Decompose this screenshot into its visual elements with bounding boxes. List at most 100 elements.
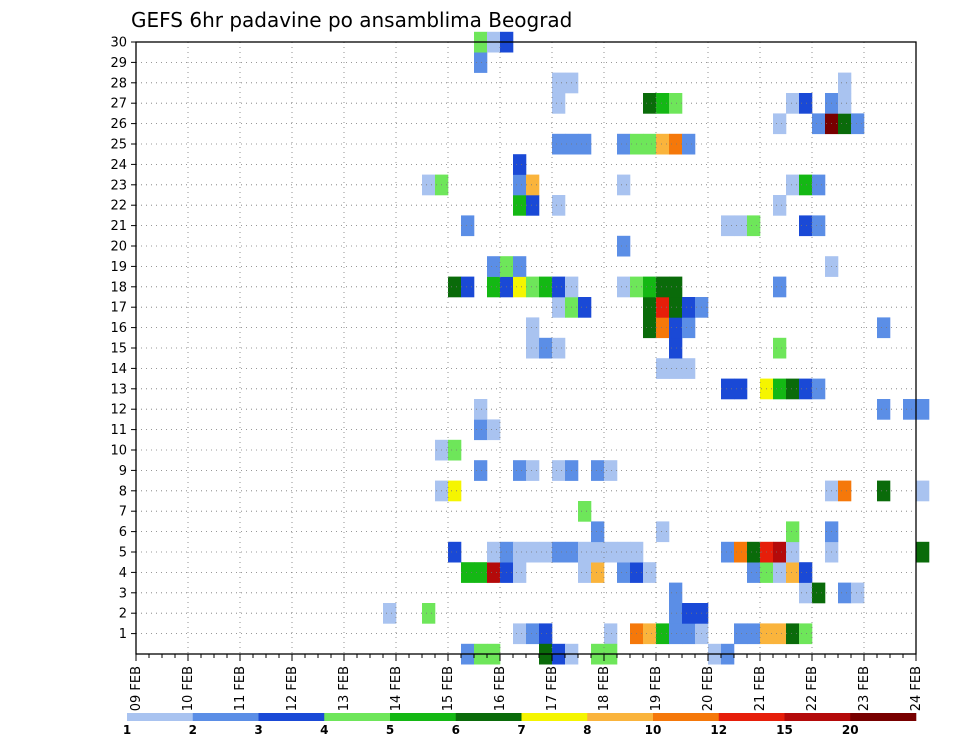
y-tick-label: 30	[110, 36, 127, 51]
heatmap-cell	[786, 93, 800, 114]
heatmap-cell	[513, 460, 527, 481]
colorbar-label: 10	[645, 723, 662, 737]
heatmap-cell	[552, 541, 566, 563]
heatmap-cell	[513, 256, 527, 277]
y-tick-label: 13	[110, 382, 127, 397]
heatmap-cell	[591, 521, 605, 543]
x-tick-label: 14 FEB	[389, 666, 404, 711]
y-tick-label: 11	[110, 423, 127, 438]
heatmap-cell	[591, 541, 605, 563]
y-tick-label: 6	[119, 525, 127, 540]
heatmap-cell	[669, 603, 683, 624]
heatmap-cell	[552, 72, 566, 94]
heatmap-cell	[643, 276, 657, 298]
heatmap-cell	[578, 133, 592, 155]
x-tick-label: 12 FEB	[285, 666, 300, 711]
y-tick-label: 20	[110, 240, 127, 255]
heatmap-cell	[578, 501, 592, 522]
x-tick-label: 13 FEB	[337, 666, 352, 711]
heatmap-cell	[682, 623, 696, 645]
heatmap-cell	[487, 256, 501, 277]
heatmap-cell	[643, 133, 657, 155]
heatmap-cell	[734, 215, 748, 237]
heatmap-cell	[799, 623, 813, 645]
colorbar-label: 5	[386, 723, 394, 737]
heatmap-cell	[448, 541, 462, 563]
heatmap-cell	[656, 133, 670, 155]
heatmap-cell	[552, 460, 566, 481]
y-tick-label: 4	[119, 566, 127, 581]
heatmap-cell	[643, 317, 657, 339]
heatmap-cell	[786, 562, 800, 583]
x-axis: 09 FEB 10 FEB 11 FEB 12 FEB 13 FEB 14 FEB 15 F…	[129, 654, 924, 711]
y-tick-label: 3	[119, 586, 127, 601]
heatmap-cell	[682, 603, 696, 624]
heatmap-cell	[513, 195, 527, 216]
heatmap-cell	[812, 582, 826, 604]
heatmap-cell	[656, 93, 670, 114]
heatmap-cell	[578, 297, 592, 318]
heatmap-cell	[617, 541, 631, 563]
heatmap-cell	[526, 337, 540, 359]
colorbar-label: 6	[452, 723, 460, 737]
x-tick-label: 19 FEB	[649, 666, 664, 711]
heatmap-cell	[669, 297, 683, 318]
colorbar-label: 8	[583, 723, 591, 737]
heatmap-cell	[461, 276, 475, 298]
heatmap-cell	[747, 541, 761, 563]
heatmap-cell	[474, 52, 488, 73]
colorbar-swatch	[455, 713, 522, 721]
x-tick-label: 23 FEB	[857, 666, 872, 711]
heatmap-cell	[539, 276, 553, 298]
heatmap-cell	[604, 541, 618, 563]
heatmap-cell	[526, 276, 540, 298]
heatmap-cell	[656, 297, 670, 318]
heatmap-cell	[851, 582, 865, 604]
heatmap-cell	[682, 317, 696, 339]
y-axis: 1234567891011121314151617181920212223242…	[110, 36, 136, 642]
heatmap-cell	[669, 358, 683, 379]
y-tick-label: 5	[119, 546, 127, 561]
heatmap-cell	[812, 215, 826, 237]
colorbar-swatch	[718, 713, 785, 721]
heatmap-cell	[669, 582, 683, 604]
heatmap-cell	[513, 623, 527, 645]
heatmap-cell	[643, 562, 657, 583]
heatmap-cells	[383, 31, 930, 665]
y-tick-label: 8	[119, 484, 127, 499]
heatmap-cell	[526, 623, 540, 645]
heatmap-cell	[773, 337, 787, 359]
x-tick-label: 16 FEB	[493, 666, 508, 711]
heatmap-cell	[552, 337, 566, 359]
colorbar-swatch	[850, 713, 917, 721]
heatmap-cell	[656, 276, 670, 298]
heatmap-cell	[669, 337, 683, 359]
heatmap-cell	[851, 113, 865, 135]
heatmap-cell	[643, 93, 657, 114]
heatmap-cell	[526, 460, 540, 481]
heatmap-cell	[838, 582, 852, 604]
heatmap-cell	[539, 623, 553, 645]
heatmap-cell	[682, 133, 696, 155]
heatmap-cell	[474, 460, 488, 481]
heatmap-cell	[578, 562, 592, 583]
grid	[136, 41, 916, 654]
heatmap-cell	[461, 215, 475, 237]
heatmap-cell	[773, 113, 787, 135]
x-tick-label: 24 FEB	[909, 666, 924, 711]
heatmap-cell	[617, 276, 631, 298]
heatmap-cell	[526, 317, 540, 339]
y-tick-label: 24	[110, 158, 127, 173]
y-tick-label: 14	[110, 362, 127, 377]
heatmap-cell	[786, 623, 800, 645]
heatmap-cell	[513, 541, 527, 563]
colorbar-swatch	[127, 713, 194, 721]
x-tick-label: 09 FEB	[129, 666, 144, 711]
heatmap-cell	[682, 297, 696, 318]
heatmap-cell	[916, 541, 930, 563]
heatmap-cell	[422, 174, 436, 196]
heatmap-cell	[487, 276, 501, 298]
heatmap-cell	[474, 562, 488, 583]
x-tick-label: 10 FEB	[181, 666, 196, 711]
